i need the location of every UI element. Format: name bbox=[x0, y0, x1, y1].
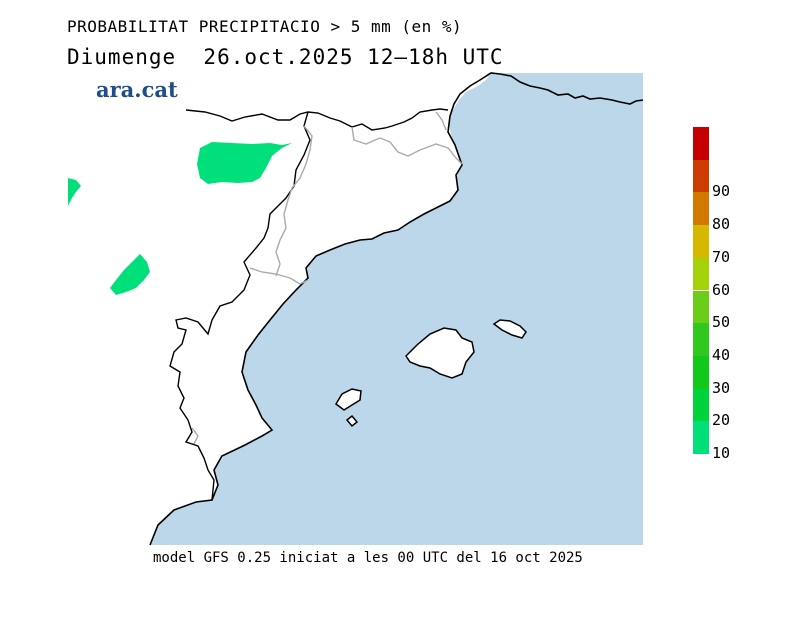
legend-colorbar bbox=[693, 127, 709, 454]
ara-cat-logo: ara.cat bbox=[96, 77, 178, 102]
legend-label: 80 bbox=[712, 215, 731, 234]
coastline bbox=[149, 72, 644, 546]
legend-swatch bbox=[693, 323, 709, 356]
legend-swatch bbox=[693, 225, 709, 258]
legend-swatch bbox=[693, 355, 709, 389]
legend-label: 30 bbox=[712, 378, 731, 397]
northern-boundary bbox=[185, 108, 449, 131]
precipitation-area bbox=[68, 178, 81, 206]
legend-label: 70 bbox=[712, 247, 731, 266]
legend-swatch bbox=[693, 290, 709, 324]
island-formentera bbox=[345, 414, 359, 428]
legend-label: 50 bbox=[712, 313, 731, 332]
island-menorca bbox=[492, 319, 527, 339]
legend-label: 40 bbox=[712, 345, 731, 364]
legend-swatch bbox=[693, 127, 709, 160]
legend-label: 20 bbox=[712, 411, 731, 430]
precipitation-area bbox=[110, 254, 150, 295]
map-subtitle-date: Diumenge 26.oct.2025 12—18h UTC bbox=[67, 45, 504, 69]
precipitation-area bbox=[197, 142, 292, 184]
land-area bbox=[140, 110, 460, 545]
province-borders bbox=[191, 111, 463, 445]
legend-label: 10 bbox=[712, 444, 731, 462]
model-run-caption: model GFS 0.25 iniciat a les 00 UTC del … bbox=[153, 550, 583, 566]
western-boundary bbox=[169, 111, 311, 501]
legend-swatch bbox=[693, 421, 709, 454]
map-title: PROBABILITAT PRECIPITACIO > 5 mm (en %) bbox=[67, 17, 463, 36]
legend-swatch bbox=[693, 159, 709, 193]
island-mallorca bbox=[405, 327, 475, 379]
legend-label: 60 bbox=[712, 280, 731, 299]
sea-area bbox=[150, 73, 643, 545]
island-eivissa bbox=[335, 388, 362, 411]
legend-swatch bbox=[693, 192, 709, 226]
legend-label: 90 bbox=[712, 182, 731, 201]
legend-swatch bbox=[693, 388, 709, 422]
legend-swatch bbox=[693, 257, 709, 291]
